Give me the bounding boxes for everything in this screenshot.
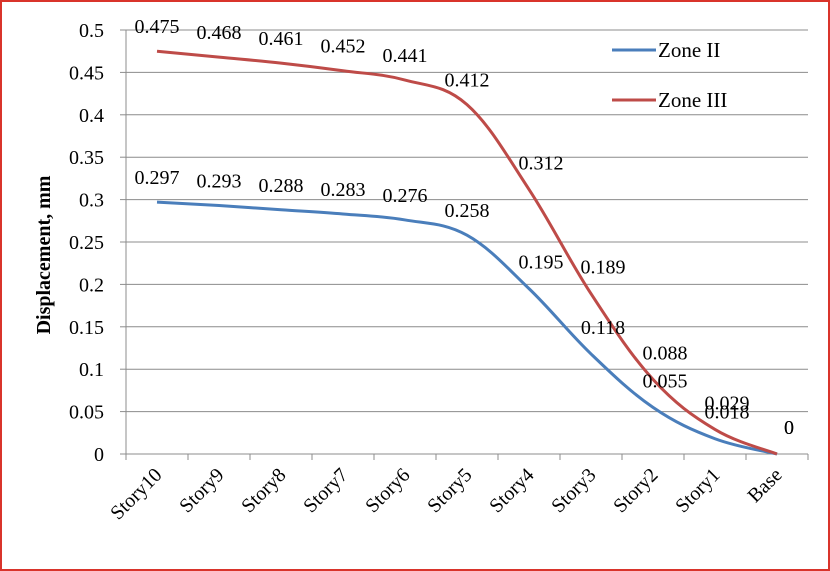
- y-tick-label: 0.35: [69, 147, 104, 169]
- data-label: 0.468: [197, 22, 242, 44]
- y-tick-label: 0.25: [69, 232, 104, 254]
- data-label: 0.452: [321, 36, 366, 58]
- x-tick-label: Story7: [299, 464, 352, 517]
- series-lines: [156, 49, 778, 456]
- axes: [120, 29, 809, 460]
- data-label: 0.283: [321, 179, 366, 201]
- data-label: 0.475: [135, 16, 180, 38]
- data-label: 0.189: [581, 257, 626, 279]
- data-label: 0.293: [197, 171, 242, 193]
- y-tick-label: 0.3: [79, 190, 104, 212]
- y-tick-label: 0.05: [69, 402, 104, 424]
- y-tick-label: 0.5: [79, 20, 104, 42]
- series-line-zone-ii: [156, 200, 778, 456]
- data-label: 0: [784, 417, 794, 439]
- x-tick-label: Base: [743, 464, 786, 507]
- gridlines: [126, 29, 808, 413]
- data-label: 0.297: [135, 167, 180, 189]
- data-label: 0.441: [383, 45, 428, 67]
- data-label: 0: [784, 417, 794, 439]
- x-tick-labels: Story10 Story9 Story8 Story7 Story6 Story5 Sto…: [106, 464, 786, 524]
- series-line-zone-iii: [156, 49, 778, 456]
- x-tick-label: Story10: [106, 464, 166, 524]
- x-tick-label: Story8: [237, 464, 290, 517]
- data-label: 0.412: [445, 70, 490, 92]
- y-axis-label: Displacement, mm: [33, 175, 55, 334]
- x-tick-label: Story1: [671, 464, 724, 517]
- y-tick-label: 0.15: [69, 317, 104, 339]
- legend-entry: Zone II: [658, 38, 720, 62]
- legend: Zone II Zone III: [612, 38, 727, 112]
- data-label: 0.195: [519, 252, 564, 274]
- x-tick-label: Story9: [175, 464, 228, 517]
- x-tick-label: Story5: [423, 464, 476, 517]
- x-tick-label: Story6: [361, 464, 414, 517]
- data-label: 0.258: [445, 200, 490, 222]
- y-tick-label: 0.4: [79, 105, 104, 127]
- data-label: 0.288: [259, 175, 304, 197]
- x-tick-label: Story4: [485, 464, 538, 517]
- data-label: 0.312: [519, 152, 564, 174]
- data-label: 0.018: [705, 402, 750, 424]
- data-label: 0.118: [581, 317, 625, 339]
- data-labels: 0.297 0.293 0.288 0.283 0.276 0.258 0.195 0.118…: [135, 16, 795, 439]
- y-tick-label: 0.45: [69, 62, 104, 84]
- data-label: 0.055: [643, 370, 688, 392]
- data-label: 0.276: [383, 185, 428, 207]
- y-tick-label: 0: [94, 444, 104, 466]
- legend-entry: Zone III: [658, 88, 727, 112]
- data-label: 0.088: [643, 342, 688, 364]
- x-tick-label: Story2: [609, 464, 662, 517]
- x-tick-label: Story3: [547, 464, 600, 517]
- data-label: 0.029: [705, 392, 750, 414]
- y-tick-label: 0.2: [79, 274, 104, 296]
- y-tick-label: 0.1: [79, 359, 104, 381]
- y-tick-labels: 0 0.05 0.1 0.15 0.2 0.25 0.3 0.35 0.4 0.45 0.5: [69, 20, 104, 466]
- data-label: 0.461: [259, 28, 304, 50]
